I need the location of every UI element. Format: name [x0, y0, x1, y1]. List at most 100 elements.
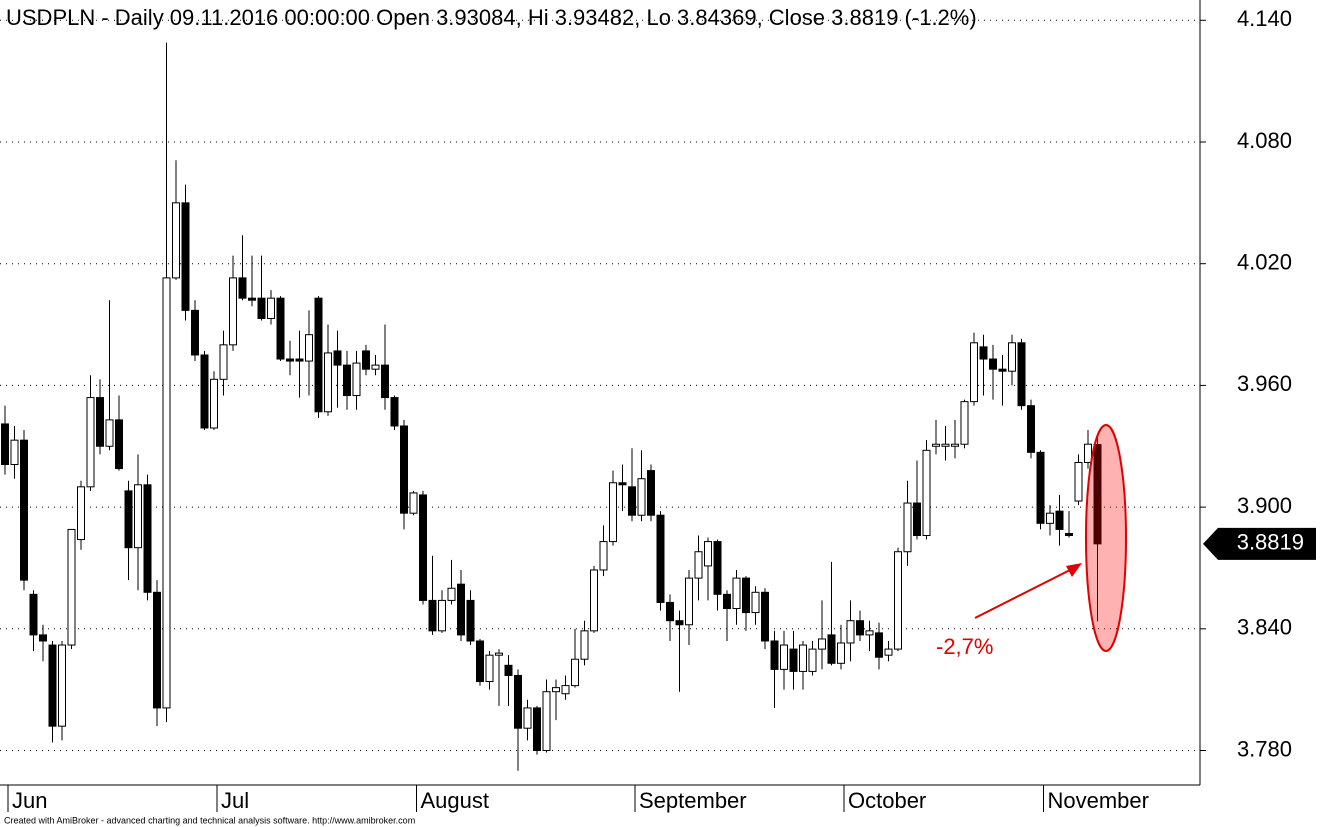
candle-body [286, 358, 294, 362]
axis-labels: 3.780 3.840 3.900 3.960 4.020 4.080 4.140 Jun Ju… [7, 6, 1316, 813]
candle-body [989, 358, 997, 370]
candle-body [143, 484, 152, 593]
candle-body [846, 620, 855, 644]
x-tick-label: November [1048, 788, 1149, 813]
candle-body [390, 397, 399, 427]
candle-body [913, 502, 921, 537]
candle-body [552, 687, 560, 693]
candle-body [808, 648, 817, 672]
candle-body [134, 484, 142, 549]
arrow-head [1066, 563, 1082, 577]
candle-body [979, 346, 988, 360]
candle-body [675, 620, 684, 626]
candle-body [1008, 342, 1016, 372]
candle-body [704, 541, 712, 567]
candle-body [751, 591, 760, 614]
candle-body [124, 490, 133, 549]
candle-body [789, 648, 798, 672]
candle-body [770, 640, 779, 670]
candle-body [39, 634, 47, 642]
candle-body [647, 470, 655, 516]
candle-body [105, 419, 114, 447]
candle-body [761, 591, 769, 642]
candle-body [409, 492, 418, 514]
candle-body [153, 591, 161, 709]
candle-body [333, 350, 342, 366]
last-price-box [1203, 527, 1316, 560]
x-tick-label: October [848, 788, 926, 813]
candle-body [457, 583, 465, 636]
candle-body [229, 277, 237, 346]
candle-body [827, 634, 836, 664]
candle-body [362, 350, 370, 370]
candle-body [970, 342, 978, 403]
candle-body [533, 707, 541, 752]
chart-title: USDPLN - Daily 09.11.2016 00:00:00 Open … [6, 5, 977, 30]
candle-body [932, 443, 940, 447]
candle-body [780, 644, 788, 670]
candle-body [381, 364, 389, 399]
y-tick-label: 4.080 [1237, 128, 1292, 153]
candle-body [419, 494, 427, 601]
candle-body [1046, 512, 1054, 524]
candle-body [48, 644, 57, 727]
candle-body [96, 397, 104, 447]
candle-body [495, 652, 503, 656]
candle-body [86, 397, 95, 488]
candle-body [618, 482, 627, 486]
candle-body [447, 587, 456, 601]
candle-body [1036, 451, 1045, 524]
annotation: -2,7% [936, 634, 993, 659]
y-tick-label: 3.780 [1237, 736, 1292, 761]
y-tick-label: 3.900 [1237, 493, 1292, 518]
candle-body [1093, 444, 1102, 545]
candle-body [1055, 510, 1064, 530]
candle-body [295, 358, 304, 362]
candle-body [732, 577, 741, 610]
candle-body [837, 642, 845, 664]
candle-body [542, 691, 551, 752]
candle-body [685, 577, 693, 626]
candle-body [1, 423, 9, 466]
candle-body [238, 277, 247, 299]
candle-body [438, 599, 446, 632]
annotation-arrow [974, 569, 1071, 619]
y-tick-label: 4.020 [1237, 250, 1292, 275]
candle-body [504, 664, 513, 676]
candle-body [181, 202, 190, 311]
candle-body [324, 352, 332, 413]
candle-body [162, 277, 171, 709]
candle-body [941, 443, 950, 447]
candle-body [818, 638, 826, 650]
y-tick-label: 3.840 [1237, 615, 1292, 640]
candle-body [428, 599, 437, 632]
y-tick-label: 4.140 [1237, 6, 1292, 31]
candle-body [514, 674, 522, 729]
candle-body [1027, 405, 1035, 453]
candle-body [219, 344, 228, 380]
candle-body [960, 401, 969, 445]
candle-body [523, 707, 532, 729]
candle-body [267, 297, 275, 319]
candle-body [666, 601, 674, 622]
candle-body [884, 648, 893, 656]
footer: Created with AmiBroker - advanced charti… [4, 815, 415, 825]
candle-body [257, 297, 266, 319]
x-tick-label: August [421, 788, 490, 813]
grid [0, 19, 1200, 752]
candle-body [67, 528, 76, 646]
candle-body [466, 599, 475, 642]
candle-body [799, 644, 807, 672]
candle-body [951, 443, 959, 447]
candle-body [713, 541, 722, 595]
candle-body [922, 449, 931, 537]
candle-body [352, 362, 361, 397]
candle-body [656, 514, 665, 603]
candle-body [58, 644, 66, 727]
candle-body [191, 309, 199, 356]
candle-body [628, 486, 636, 516]
candle-body [637, 478, 646, 516]
candle-body [723, 593, 731, 610]
